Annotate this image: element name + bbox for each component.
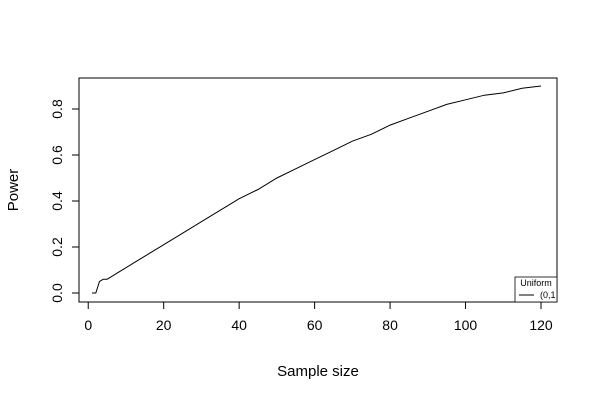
x-tick-label: 60	[307, 317, 323, 333]
legend: Uniform (0,1	[514, 276, 558, 303]
plot-frame	[78, 77, 558, 303]
x-tick-label: 120	[529, 317, 553, 333]
y-tick-label: 0.0	[49, 283, 65, 303]
x-axis: 0 20 40 60 80 100 120	[84, 301, 553, 333]
x-tick-label: 0	[84, 317, 92, 333]
series-layer	[92, 85, 542, 294]
y-axis-title: Power	[5, 169, 22, 212]
x-tick-label: 20	[156, 317, 172, 333]
x-axis-title: Sample size	[277, 363, 359, 380]
x-tick-label: 40	[231, 317, 247, 333]
legend-box	[514, 276, 558, 303]
x-tick-label: 80	[382, 317, 398, 333]
y-tick-label: 0.2	[49, 237, 65, 257]
legend-entry-label: (0,1	[540, 290, 556, 300]
y-tick-label: 0.8	[49, 99, 65, 119]
legend-title: Uniform	[520, 278, 552, 288]
x-tick-label: 100	[454, 317, 478, 333]
y-axis: 0.0 0.2 0.4 0.6 0.8	[49, 99, 80, 303]
y-tick-label: 0.6	[49, 145, 65, 165]
y-tick-label: 0.4	[49, 191, 65, 211]
power-curve-line	[92, 85, 542, 294]
